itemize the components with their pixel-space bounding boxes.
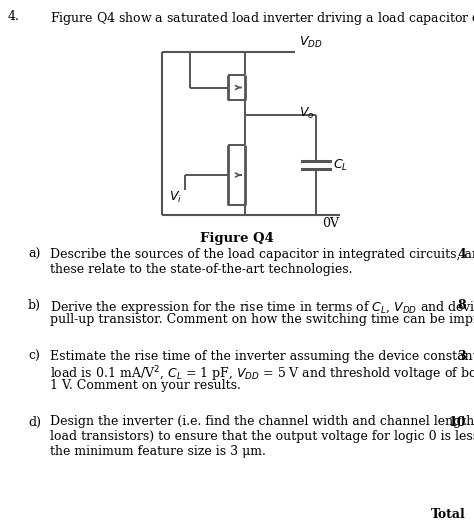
Text: $V_{DD}$: $V_{DD}$ <box>299 35 323 50</box>
Text: Derive the expression for the rise time in terms of $C_L$, $V_{DD}$ and device c: Derive the expression for the rise time … <box>50 299 474 316</box>
Text: load transistors) to ensure that the output voltage for logic 0 is less than 0.2: load transistors) to ensure that the out… <box>50 430 474 443</box>
Text: a): a) <box>28 248 40 261</box>
Text: pull-up transistor. Comment on how the switching time can be improved.: pull-up transistor. Comment on how the s… <box>50 314 474 327</box>
Text: 3: 3 <box>457 350 466 363</box>
Text: load is 0.1 mA/V$^2$, $C_L$ = 1 pF, $V_{DD}$ = 5 V and threshold voltage of both: load is 0.1 mA/V$^2$, $C_L$ = 1 pF, $V_{… <box>50 365 474 384</box>
Text: Design the inverter (i.e. find the channel width and channel length of the drive: Design the inverter (i.e. find the chann… <box>50 415 474 428</box>
Text: c): c) <box>28 350 40 363</box>
Text: 10: 10 <box>448 415 466 428</box>
Text: 4: 4 <box>457 248 466 261</box>
Text: b): b) <box>28 299 41 312</box>
Text: the minimum feature size is 3 μm.: the minimum feature size is 3 μm. <box>50 445 266 458</box>
Text: d): d) <box>28 415 41 428</box>
Text: 8: 8 <box>457 299 466 312</box>
Text: Total: Total <box>431 508 466 520</box>
Text: these relate to the state-of-the-art technologies.: these relate to the state-of-the-art tec… <box>50 263 353 276</box>
Text: Figure Q4: Figure Q4 <box>200 232 274 245</box>
Text: Figure Q4 show a saturated load inverter driving a load capacitor $C_L$.: Figure Q4 show a saturated load inverter… <box>50 10 474 27</box>
Text: $C_L$: $C_L$ <box>333 158 348 173</box>
Text: 1 V. Comment on your results.: 1 V. Comment on your results. <box>50 379 241 392</box>
Text: $V_i$: $V_i$ <box>169 190 182 205</box>
Text: Describe the sources of the load capacitor in integrated circuits, and comment o: Describe the sources of the load capacit… <box>50 248 474 261</box>
Text: 4.: 4. <box>8 10 20 23</box>
Text: $V_o$: $V_o$ <box>299 106 315 121</box>
Text: 0V: 0V <box>322 217 339 230</box>
Text: Estimate the rise time of the inverter assuming the device constant of the satur: Estimate the rise time of the inverter a… <box>50 350 474 363</box>
